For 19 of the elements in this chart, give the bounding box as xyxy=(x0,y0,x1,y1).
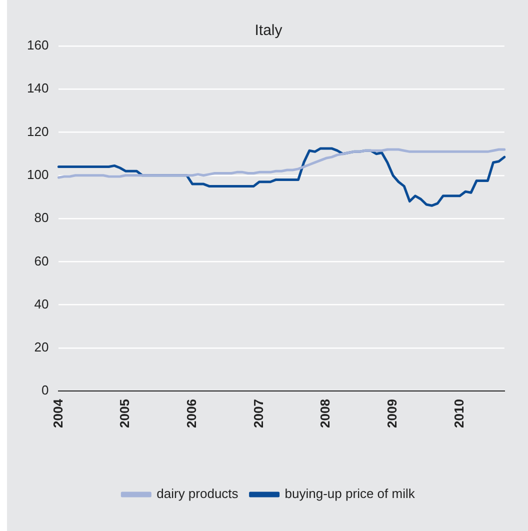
y-tick-label: 80 xyxy=(34,210,49,226)
x-tick-label: 2005 xyxy=(117,399,132,428)
y-tick-label: 120 xyxy=(26,124,49,139)
x-tick-label: 2008 xyxy=(318,399,333,428)
legend-label: buying-up price of milk xyxy=(284,486,416,502)
y-tick-label: 100 xyxy=(26,166,49,182)
x-tick-label: 2009 xyxy=(384,399,400,428)
y-tick-label: 0 xyxy=(41,382,49,398)
y-tick-label: 140 xyxy=(26,80,49,96)
x-tick-label: 2010 xyxy=(451,399,466,428)
x-tick-label: 2006 xyxy=(184,399,199,428)
chart-title: Italy xyxy=(254,22,283,40)
y-tick-label: 160 xyxy=(26,38,49,53)
legend-label: dairy products xyxy=(156,486,239,502)
y-tick-label: 20 xyxy=(34,340,49,355)
x-tick-label: 2007 xyxy=(250,399,266,428)
y-tick-label: 40 xyxy=(34,296,49,312)
y-tick-label: 60 xyxy=(34,253,49,268)
x-tick-label: 2004 xyxy=(50,398,66,428)
